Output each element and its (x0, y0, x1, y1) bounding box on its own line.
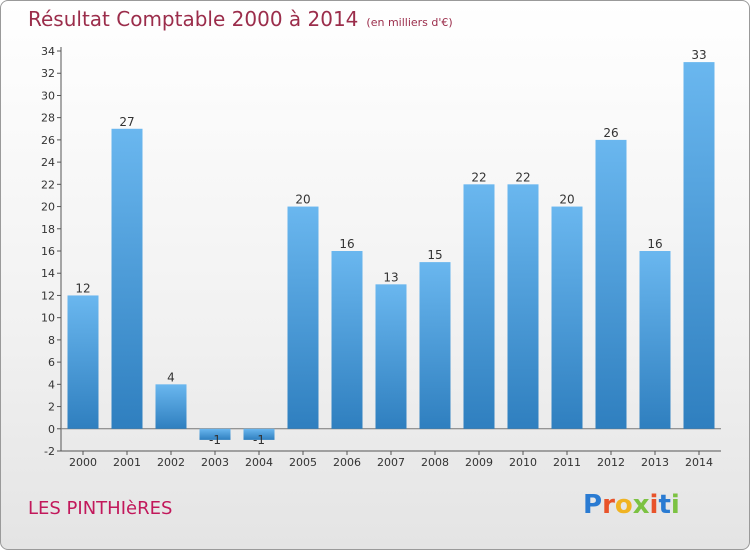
y-tick-label: 16 (41, 245, 55, 258)
logo-letter: i (670, 490, 680, 520)
y-tick-label: 28 (41, 112, 55, 125)
x-tick-label: 2011 (553, 456, 581, 469)
bar-2013 (639, 251, 671, 429)
logo-letter: i (649, 490, 659, 520)
x-tick-label: 2008 (421, 456, 449, 469)
bar-2007 (375, 284, 407, 429)
data-label: 22 (471, 170, 486, 184)
y-tick-label: 30 (41, 89, 55, 102)
y-tick-label: 26 (41, 134, 55, 147)
logo-letter: t (658, 490, 671, 520)
x-tick-label: 2004 (245, 456, 273, 469)
bar-2001 (111, 128, 143, 429)
data-label: 20 (295, 193, 310, 207)
bar-2011 (551, 206, 583, 429)
data-label: 26 (603, 126, 618, 140)
y-tick-label: 4 (48, 378, 55, 391)
data-label: 4 (167, 370, 175, 384)
bar-2002 (155, 384, 187, 429)
x-tick-label: 2010 (509, 456, 537, 469)
x-tick-label: 2005 (289, 456, 317, 469)
data-label: 27 (119, 115, 134, 129)
logo-letter: P (583, 490, 603, 520)
data-label: 22 (515, 170, 530, 184)
logo-letter: x (632, 490, 650, 520)
x-tick-label: 2003 (201, 456, 229, 469)
data-label: 33 (691, 48, 706, 62)
bar-2008 (419, 262, 451, 429)
y-tick-label: 24 (41, 156, 55, 169)
bar-2005 (287, 206, 319, 429)
data-label: 15 (427, 248, 442, 262)
y-tick-label: 12 (41, 289, 55, 302)
bar-2003 (199, 428, 231, 440)
y-tick-label: 18 (41, 223, 55, 236)
bar-2014 (683, 62, 715, 429)
bar-2009 (463, 184, 495, 429)
chart-subtitle: (en milliers d'€) (366, 16, 453, 29)
x-tick-label: 2013 (641, 456, 669, 469)
x-tick-label: 2014 (685, 456, 713, 469)
commune-name: LES PINTHIèRES (28, 498, 173, 519)
x-tick-label: 2007 (377, 456, 405, 469)
data-label: -1 (253, 433, 265, 447)
y-tick-label: 14 (41, 267, 55, 280)
bar-2012 (595, 139, 627, 429)
y-tick-label: 2 (48, 401, 55, 414)
bar-2010 (507, 184, 539, 429)
data-label: 13 (383, 270, 398, 284)
y-tick-label: 8 (48, 334, 55, 347)
logo-letter: r (602, 490, 615, 520)
y-tick-label: 10 (41, 312, 55, 325)
bar-2006 (331, 251, 363, 429)
x-tick-label: 2001 (113, 456, 141, 469)
y-tick-label: 6 (48, 356, 55, 369)
data-label: 20 (559, 193, 574, 207)
y-tick-label: 0 (48, 423, 55, 436)
y-tick-label: 32 (41, 67, 55, 80)
bar-2000 (67, 295, 99, 429)
x-tick-label: 2012 (597, 456, 625, 469)
y-tick-label: 22 (41, 178, 55, 191)
x-tick-label: 2006 (333, 456, 361, 469)
y-tick-label: 20 (41, 201, 55, 214)
chart-title: Résultat Comptable 2000 à 2014 (en millie… (28, 7, 453, 31)
data-label: 12 (75, 281, 90, 295)
bar-2004 (243, 428, 275, 440)
x-tick-label: 2009 (465, 456, 493, 469)
x-tick-label: 2000 (69, 456, 97, 469)
data-label: 16 (647, 237, 662, 251)
y-tick-label: -2 (44, 445, 55, 458)
data-label: -1 (209, 433, 221, 447)
logo-letter: o (614, 490, 633, 520)
x-tick-label: 2002 (157, 456, 185, 469)
y-tick-label: 34 (41, 45, 55, 58)
data-label: 16 (339, 237, 354, 251)
proxiti-logo[interactable]: Proxiti (583, 490, 680, 520)
